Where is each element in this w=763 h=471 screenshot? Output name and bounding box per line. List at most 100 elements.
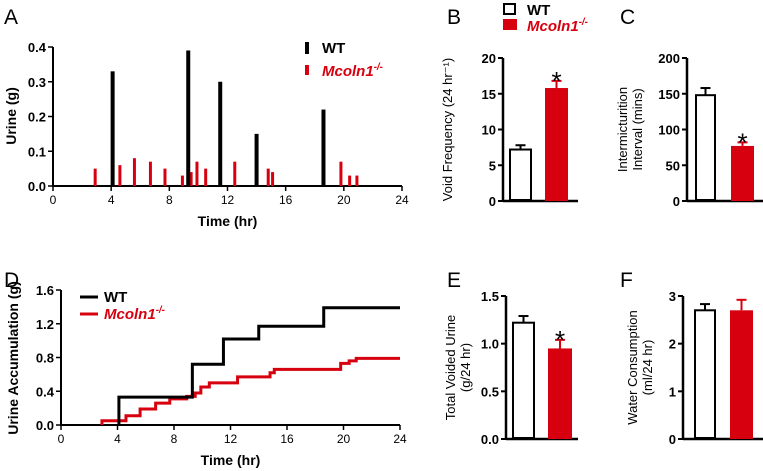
y-tick-label: 1.6 <box>36 283 54 298</box>
y-tick-label: 0.3 <box>28 75 46 90</box>
x-tick-label: 16 <box>279 193 293 207</box>
y-axis-title: Water Consumption <box>625 310 640 424</box>
x-tick-label: 20 <box>337 432 351 446</box>
bar-wt <box>512 321 535 439</box>
bar-wt <box>695 94 716 201</box>
y-axis-title: Urine (g) <box>3 87 19 145</box>
bar-wt <box>254 133 259 186</box>
y-tick-label: 10 <box>482 123 496 138</box>
bar-mcoln1 <box>271 172 275 186</box>
y-tick-label: 0 <box>669 432 676 447</box>
y-tick-label: 5 <box>489 158 496 173</box>
y-tick-label: 2 <box>669 337 676 352</box>
legend-swatch-wt <box>305 42 309 54</box>
bar-mcoln1 <box>132 158 136 186</box>
y-tick-label: 3 <box>669 289 676 304</box>
y-tick-label: 150 <box>658 87 680 102</box>
bar-wt <box>321 109 326 186</box>
y-axis-title: Interval (mins) <box>630 88 645 170</box>
y-tick-label: 0.5 <box>481 384 499 399</box>
y-tick-label: 0.2 <box>28 110 46 125</box>
y-axis-title: (g/24 hr) <box>458 343 473 392</box>
bar-mcoln1 <box>730 310 753 439</box>
y-tick-label: 15 <box>482 87 496 102</box>
panel-label-A: A <box>4 6 18 29</box>
x-axis-title: Time (hr) <box>198 213 258 229</box>
panel-label-E: E <box>447 269 461 292</box>
panel-label-B: B <box>447 6 461 29</box>
legend-label-wt: WT <box>527 2 550 19</box>
bar-mcoln1 <box>233 161 237 186</box>
significance-asterisk: * <box>551 66 561 96</box>
significance-asterisk: * <box>737 127 747 157</box>
y-tick-label: 0 <box>489 194 496 209</box>
bar-mcoln1 <box>180 175 184 186</box>
y-tick-label: 0.0 <box>36 418 54 433</box>
panel-label-C: C <box>620 6 635 29</box>
bar-mcoln1 <box>93 168 97 186</box>
legend-swatch-wt <box>503 3 516 15</box>
bar-wt <box>110 71 115 186</box>
x-tick-label: 4 <box>108 193 115 207</box>
bar-mcoln1 <box>731 145 754 201</box>
line-wt <box>117 306 400 425</box>
legend-label-mcoln1: Mcoln1-/- <box>322 62 383 80</box>
x-axis-title: Time (hr) <box>201 452 261 468</box>
y-axis-title: Urine Accumulation (g) <box>5 281 21 435</box>
x-tick-label: 0 <box>50 193 57 207</box>
x-tick-label: 8 <box>166 193 173 207</box>
bar-mcoln1 <box>148 161 152 186</box>
line-mcoln1 <box>100 356 400 425</box>
y-tick-label: 1.5 <box>481 289 499 304</box>
x-tick-label: 24 <box>393 432 407 446</box>
bar-mcoln1 <box>548 348 572 439</box>
y-tick-label: 50 <box>666 158 680 173</box>
y-axis-title: Intermicturition <box>615 87 630 172</box>
x-tick-label: 12 <box>224 432 238 446</box>
bar-wt <box>509 148 532 202</box>
y-tick-label: 0.4 <box>36 384 55 399</box>
legend-swatch-mcoln1 <box>503 19 517 30</box>
x-tick-label: 12 <box>221 193 235 207</box>
y-axis-title: Total Voided Urine <box>443 315 458 421</box>
panel-label-F: F <box>620 269 633 292</box>
x-tick-label: 4 <box>114 432 121 446</box>
x-tick-label: 20 <box>337 193 351 207</box>
x-tick-label: 0 <box>58 432 65 446</box>
x-tick-label: 24 <box>395 193 409 207</box>
x-tick-label: 8 <box>171 432 178 446</box>
bar-mcoln1 <box>348 175 352 186</box>
y-tick-label: 1 <box>669 384 676 399</box>
y-tick-label: 0.8 <box>36 351 54 366</box>
x-tick-label: 16 <box>280 432 294 446</box>
y-tick-label: 20 <box>482 51 496 66</box>
y-tick-label: 200 <box>658 51 680 66</box>
bar-wt <box>186 50 191 186</box>
y-tick-label: 1.2 <box>36 317 54 332</box>
y-tick-label: 1.0 <box>481 337 499 352</box>
bar-wt <box>694 309 716 439</box>
y-axis-title: Void Frequency (24 hr⁻¹) <box>440 58 455 201</box>
bar-mcoln1 <box>189 172 193 186</box>
y-tick-label: 0.0 <box>481 432 499 447</box>
y-tick-label: 0.1 <box>28 144 46 159</box>
y-tick-label: 0.4 <box>28 40 47 55</box>
bar-mcoln1 <box>545 88 568 201</box>
bar-mcoln1 <box>266 168 270 186</box>
y-tick-label: 100 <box>658 123 680 138</box>
bar-wt <box>218 81 223 186</box>
bar-mcoln1 <box>204 168 208 186</box>
bar-mcoln1 <box>339 161 343 186</box>
significance-asterisk: * <box>555 325 565 355</box>
bar-mcoln1 <box>163 168 167 186</box>
y-axis-title: (ml/24 hr) <box>640 340 655 396</box>
legend-label-wt: WT <box>104 289 127 306</box>
legend-label-mcoln1: Mcoln1-/- <box>104 305 165 323</box>
bar-mcoln1 <box>355 175 359 186</box>
legend-swatch-mcoln1 <box>305 65 309 75</box>
legend-label-mcoln1: Mcoln1-/- <box>527 17 588 35</box>
bar-mcoln1 <box>118 165 122 186</box>
y-tick-label: 0 <box>673 194 680 209</box>
legend-label-wt: WT <box>322 40 345 57</box>
